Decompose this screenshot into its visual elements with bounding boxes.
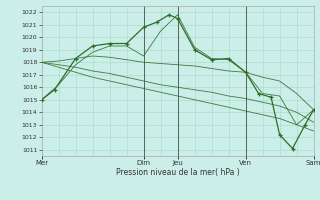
- X-axis label: Pression niveau de la mer( hPa ): Pression niveau de la mer( hPa ): [116, 168, 239, 177]
